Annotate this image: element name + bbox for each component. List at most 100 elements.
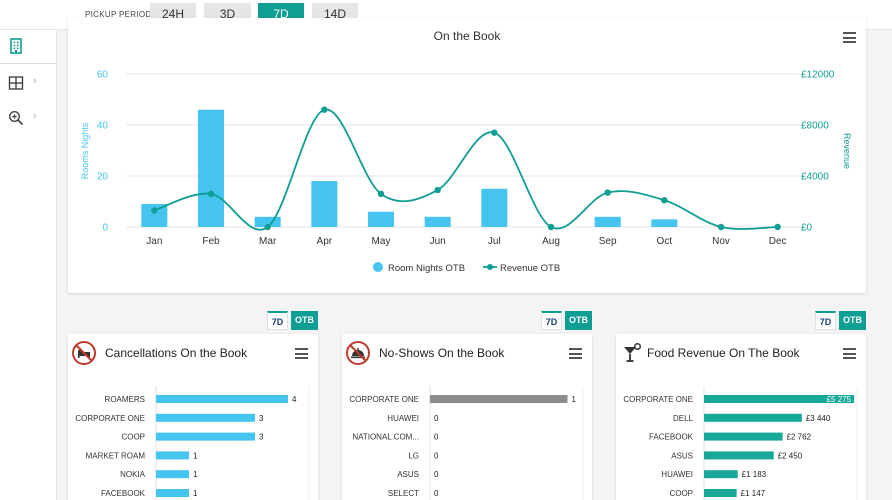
x-tick-label: Aug — [542, 236, 560, 247]
cancellations-card: Cancellations On the Book ROAMERS 4 CORPOR… — [68, 334, 318, 500]
hamburger-menu-icon[interactable] — [843, 348, 856, 359]
revenue-point — [604, 189, 611, 196]
bar — [311, 181, 338, 227]
bar-category-label: COOP — [669, 489, 693, 498]
grid-icon — [8, 76, 24, 90]
zoom-icon — [8, 110, 24, 126]
revenue-point — [321, 106, 328, 113]
revenue-point — [661, 197, 668, 204]
x-tick-label: Sep — [599, 236, 617, 247]
tag-7d-noshows[interactable]: 7D — [541, 311, 562, 330]
no-shows-bar-chart: CORPORATE ONE 1 HUAWEI 0 NATIONAL COM... 0 LG 0… — [349, 386, 584, 500]
bar-category-label: HUAWEI — [387, 414, 419, 423]
bar-category-label: ROAMERS — [105, 395, 145, 404]
bar — [704, 470, 738, 479]
bar — [368, 211, 394, 227]
y2-axis-label: Revenue — [842, 133, 852, 169]
bar — [141, 204, 168, 227]
x-tick-label: Jan — [146, 236, 162, 247]
hamburger-menu-icon[interactable] — [569, 348, 582, 359]
no-service-icon — [346, 341, 370, 365]
revenue-point — [547, 223, 555, 231]
revenue-point — [434, 186, 441, 194]
tag-otb-cancellations[interactable]: OTB — [291, 311, 318, 330]
bar — [704, 413, 802, 422]
bar-category-label: MARKET ROAM — [86, 451, 146, 460]
on-the-book-chart-card: On the Book 0 20 40 60 £0 £4000 £8000 £12000 Roo… — [68, 18, 866, 293]
x-tick-label: Dec — [769, 236, 787, 247]
bar-category-label: ASUS — [397, 470, 419, 479]
bar-category-label: CORPORATE ONE — [349, 395, 419, 404]
bar-value-label: 1 — [193, 451, 198, 460]
bar-value-label: £3 440 — [806, 414, 831, 423]
bar — [481, 188, 508, 227]
chevron-right-icon: › — [33, 110, 37, 122]
bar — [424, 216, 451, 227]
tag-7d-food[interactable]: 7D — [815, 311, 836, 330]
tag-7d-cancellations[interactable]: 7D — [267, 311, 288, 330]
revenue-point — [207, 190, 215, 198]
revenue-point — [491, 129, 498, 136]
bar-value-label: 0 — [434, 489, 439, 498]
bar — [704, 395, 855, 403]
bar-value-label: 0 — [434, 433, 439, 442]
no-bed-icon — [72, 341, 96, 365]
y2-tick-label: £12000 — [801, 70, 835, 81]
hamburger-menu-icon[interactable] — [843, 32, 856, 43]
bar-category-label: LG — [408, 451, 419, 460]
bar-value-label: £2 762 — [787, 433, 812, 442]
bar-value-label: £5 275 — [827, 395, 852, 404]
bar — [254, 216, 281, 227]
legend-marker-revenue-dot — [487, 264, 493, 270]
bar-category-label: NOKIA — [120, 470, 146, 479]
y-tick-label: 0 — [102, 223, 108, 234]
legend-marker-room-nights — [373, 262, 383, 272]
card-title: Food Revenue On The Book — [647, 346, 800, 360]
x-tick-label: May — [372, 236, 391, 247]
x-tick-label: Nov — [712, 236, 730, 247]
tag-otb-noshows[interactable]: OTB — [565, 311, 592, 330]
bar-value-label: 3 — [259, 414, 264, 423]
building-icon — [10, 38, 22, 54]
bar-value-label: 0 — [434, 470, 439, 479]
x-tick-label: Feb — [202, 236, 220, 247]
y2-tick-label: £8000 — [801, 121, 829, 132]
food-revenue-card: Food Revenue On The Book CORPORATE ONE £5… — [616, 334, 866, 500]
nav-item-hotel[interactable] — [0, 30, 57, 64]
y-tick-label: 60 — [97, 70, 109, 81]
bar-value-label: 0 — [434, 414, 439, 423]
left-nav: › › — [0, 30, 57, 500]
bar — [156, 413, 255, 422]
bar-value-label: 3 — [259, 433, 264, 442]
bar-category-label: DELL — [673, 414, 694, 423]
bar — [156, 451, 189, 460]
bar-value-label: 1 — [193, 489, 198, 498]
bar-category-label: COOP — [121, 433, 145, 442]
bar-category-label: NATIONAL COM... — [352, 433, 419, 442]
legend-label-revenue: Revenue OTB — [500, 263, 560, 274]
food-revenue-bar-chart: CORPORATE ONE £5 275 DELL £3 440 FACEBOOK £2 … — [623, 386, 858, 500]
card-title: No-Shows On the Book — [379, 346, 505, 360]
card-title: Cancellations On the Book — [105, 346, 248, 360]
bar — [704, 489, 737, 497]
y-tick-label: 20 — [97, 172, 109, 183]
y-tick-label: 40 — [97, 121, 109, 132]
x-tick-label: Jul — [488, 236, 501, 247]
revenue-point — [151, 207, 158, 214]
bar — [156, 395, 288, 403]
on-the-book-chart: 0 20 40 60 £0 £4000 £8000 £12000 Rooms Nights Rev… — [80, 70, 852, 275]
bar-value-label: 0 — [434, 451, 439, 460]
cancellations-bar-chart: ROAMERS 4 CORPORATE ONE 3 COOP 3 MARKET ROAM 1 N… — [75, 386, 310, 500]
bar — [594, 216, 621, 227]
revenue-point — [717, 223, 725, 231]
nav-item-grid[interactable]: › — [0, 67, 57, 101]
revenue-point — [264, 223, 271, 231]
bar — [198, 109, 224, 227]
tag-otb-food[interactable]: OTB — [839, 311, 866, 330]
nav-item-zoom[interactable]: › — [0, 102, 57, 136]
hamburger-menu-icon[interactable] — [295, 348, 308, 359]
chart-title: On the Book — [433, 29, 501, 43]
bar-category-label: FACEBOOK — [649, 433, 694, 442]
bar-category-label: HUAWEI — [661, 470, 693, 479]
x-tick-label: Apr — [317, 236, 333, 247]
